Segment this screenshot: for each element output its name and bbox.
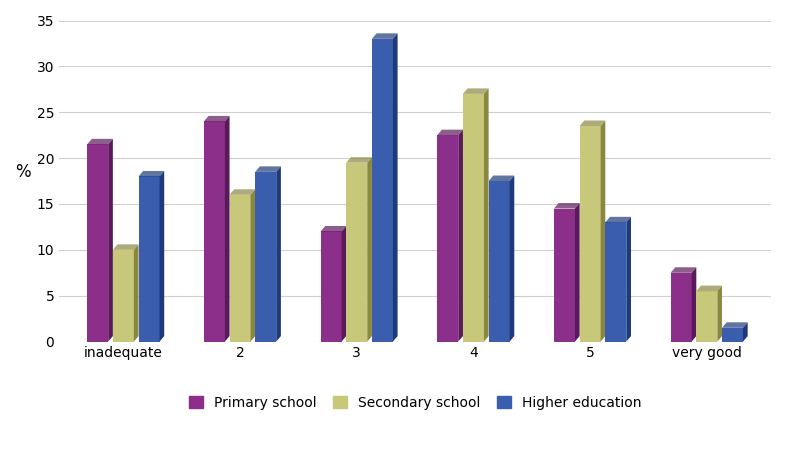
Polygon shape: [87, 145, 108, 342]
Polygon shape: [743, 322, 747, 342]
Polygon shape: [437, 135, 458, 342]
Polygon shape: [160, 171, 164, 342]
Polygon shape: [347, 163, 367, 342]
Polygon shape: [579, 126, 601, 342]
Polygon shape: [225, 116, 230, 342]
Polygon shape: [87, 139, 113, 145]
Polygon shape: [579, 120, 605, 126]
Polygon shape: [670, 267, 696, 273]
Polygon shape: [393, 33, 398, 342]
Polygon shape: [670, 273, 692, 342]
Polygon shape: [463, 94, 484, 342]
Polygon shape: [230, 195, 251, 342]
Legend: Primary school, Secondary school, Higher education: Primary school, Secondary school, Higher…: [183, 390, 647, 415]
Polygon shape: [138, 171, 164, 176]
Polygon shape: [372, 33, 398, 39]
Polygon shape: [204, 121, 225, 342]
Polygon shape: [437, 130, 463, 135]
Polygon shape: [204, 116, 230, 121]
Polygon shape: [276, 166, 281, 342]
Polygon shape: [108, 139, 113, 342]
Polygon shape: [251, 189, 255, 342]
Polygon shape: [626, 217, 631, 342]
Polygon shape: [347, 157, 372, 163]
Polygon shape: [605, 222, 626, 342]
Polygon shape: [367, 157, 372, 342]
Polygon shape: [321, 226, 347, 231]
Y-axis label: %: %: [15, 163, 31, 181]
Polygon shape: [722, 322, 747, 328]
Polygon shape: [554, 203, 579, 209]
Polygon shape: [575, 203, 579, 342]
Polygon shape: [321, 231, 342, 342]
Polygon shape: [718, 286, 722, 342]
Polygon shape: [138, 176, 160, 342]
Polygon shape: [463, 88, 489, 94]
Polygon shape: [554, 209, 575, 342]
Polygon shape: [230, 189, 255, 195]
Polygon shape: [489, 181, 509, 342]
Polygon shape: [484, 88, 489, 342]
Polygon shape: [255, 172, 276, 342]
Polygon shape: [134, 244, 138, 342]
Polygon shape: [489, 175, 514, 181]
Polygon shape: [113, 250, 134, 342]
Polygon shape: [722, 328, 743, 342]
Polygon shape: [696, 291, 718, 342]
Polygon shape: [458, 130, 463, 342]
Polygon shape: [113, 244, 138, 250]
Polygon shape: [601, 120, 605, 342]
Polygon shape: [692, 267, 696, 342]
Polygon shape: [255, 166, 281, 172]
Polygon shape: [605, 217, 631, 222]
Polygon shape: [509, 175, 514, 342]
Polygon shape: [342, 226, 347, 342]
Polygon shape: [372, 39, 393, 342]
Polygon shape: [696, 286, 722, 291]
